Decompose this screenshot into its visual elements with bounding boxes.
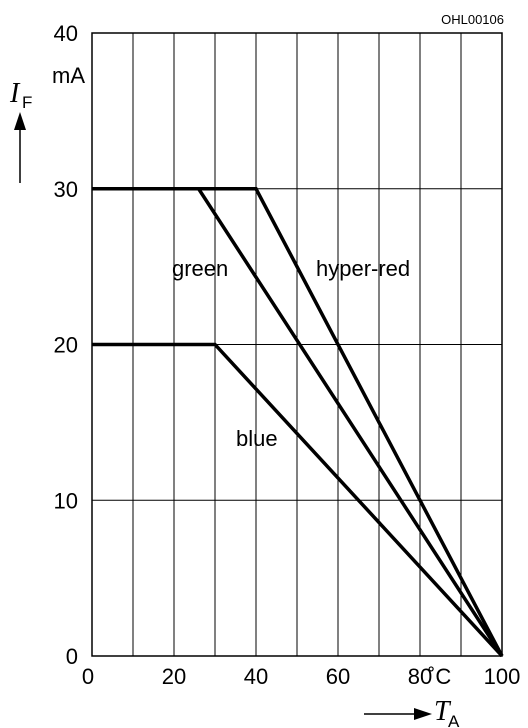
x-axis-symbol: T <box>434 696 452 727</box>
y-tick-label: 30 <box>54 177 78 202</box>
y-axis-symbol: I <box>9 78 21 109</box>
y-tick-label: 20 <box>54 333 78 358</box>
y-unit-label: mA <box>52 63 85 88</box>
y-axis-arrow <box>14 112 26 183</box>
y-tick-label: 0 <box>66 644 78 669</box>
y-tick-label: 40 <box>54 21 78 46</box>
series-line-blue <box>92 342 504 658</box>
x-tick-label: 100 <box>484 664 521 689</box>
x-tick-label: 0 <box>82 664 94 689</box>
series-label-blue: blue <box>236 426 278 451</box>
x-tick-label: 20 <box>162 664 186 689</box>
y-tick-labels: 0 10 20 30 40 <box>54 21 78 669</box>
document-id: OHL00106 <box>441 12 504 27</box>
y-axis-subscript: F <box>22 93 32 112</box>
x-axis-subscript: A <box>448 712 460 728</box>
x-axis-arrow <box>364 708 432 720</box>
series-lines <box>92 187 504 658</box>
series-label-hyper-red: hyper-red <box>316 256 410 281</box>
series-line-green <box>92 187 504 657</box>
x-tick-label: 60 <box>326 664 350 689</box>
x-tick-labels: 0 20 40 60 80 100 <box>82 664 520 689</box>
x-unit-label: ˚C <box>428 664 451 689</box>
series-label-green: green <box>172 256 228 281</box>
x-tick-label: 80 <box>408 664 432 689</box>
x-tick-label: 40 <box>244 664 268 689</box>
y-axis-label: I F <box>9 78 32 112</box>
y-tick-label: 10 <box>54 488 78 513</box>
x-axis-label: T A <box>434 696 460 728</box>
